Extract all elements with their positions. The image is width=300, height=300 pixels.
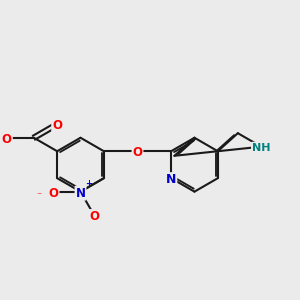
Text: N: N	[166, 173, 176, 186]
Text: O: O	[133, 146, 142, 159]
Text: NH: NH	[252, 143, 270, 153]
Text: N: N	[76, 187, 85, 200]
Text: O: O	[2, 133, 12, 146]
Text: O: O	[52, 119, 62, 132]
Text: ⁻: ⁻	[36, 192, 41, 202]
Text: +: +	[85, 178, 93, 188]
Text: O: O	[89, 210, 99, 223]
Text: O: O	[49, 187, 58, 200]
